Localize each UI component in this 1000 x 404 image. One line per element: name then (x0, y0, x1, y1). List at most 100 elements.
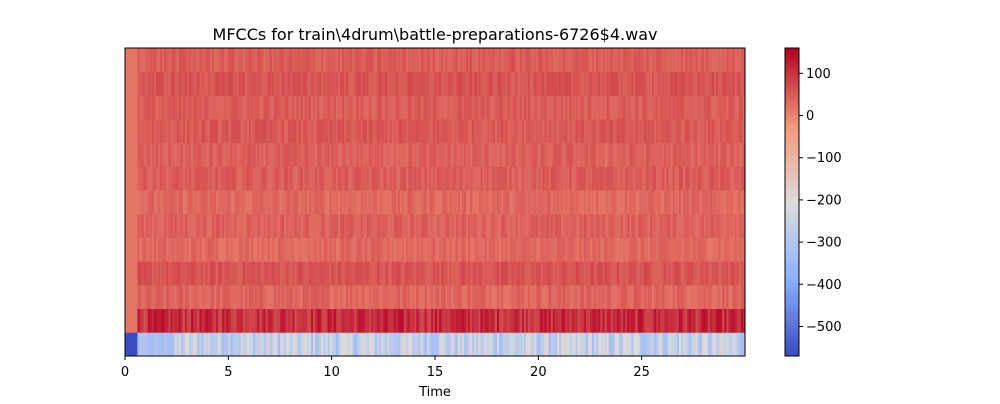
heatmap-cell (565, 166, 568, 191)
heatmap-cell (342, 95, 345, 120)
heatmap-cell (290, 190, 293, 215)
heatmap-cell (567, 166, 570, 191)
heatmap-cell (201, 48, 204, 73)
heatmap-cell (664, 261, 667, 286)
heatmap-cell (325, 95, 328, 120)
heatmap-cell (327, 48, 330, 73)
heatmap-cell (381, 261, 384, 286)
heatmap-cell (466, 48, 469, 73)
heatmap-cell (670, 166, 674, 191)
heatmap-cell (718, 213, 721, 238)
heatmap-cell (319, 166, 322, 191)
heatmap-cell (492, 48, 496, 73)
heatmap-cell (598, 166, 601, 191)
heatmap-cell (246, 237, 250, 262)
heatmap-cell (625, 308, 628, 333)
colorbar-segment (785, 253, 799, 257)
heatmap-cell (521, 261, 525, 286)
heatmap-cell (211, 332, 215, 357)
heatmap-cell (594, 95, 597, 120)
heatmap-cell (439, 119, 442, 144)
heatmap-cell (455, 48, 459, 73)
heatmap-cell (298, 213, 302, 238)
heatmap-cell (315, 332, 318, 357)
heatmap-cell (197, 284, 200, 310)
heatmap-cell (261, 332, 264, 357)
heatmap-cell (652, 332, 655, 357)
heatmap-cell (610, 213, 614, 238)
heatmap-cell (486, 119, 490, 144)
heatmap-cell (273, 261, 277, 286)
heatmap-cell (662, 166, 665, 191)
heatmap-cell (385, 237, 388, 262)
heatmap-cell (635, 308, 638, 333)
heatmap-cell (654, 308, 657, 333)
heatmap-cell (439, 190, 442, 215)
heatmap-cell (740, 71, 744, 96)
heatmap-cell (550, 332, 554, 357)
heatmap-cell (656, 119, 659, 144)
heatmap-cell (430, 142, 434, 167)
heatmap-cell (532, 213, 535, 238)
heatmap-cell (732, 48, 736, 73)
heatmap-cell (218, 332, 221, 357)
heatmap-cell (740, 332, 744, 357)
heatmap-cell (614, 190, 618, 215)
heatmap-cell (211, 190, 215, 215)
heatmap-cell (476, 308, 479, 333)
heatmap-cell (534, 166, 537, 191)
heatmap-cell (401, 237, 405, 262)
heatmap-cell (643, 261, 647, 286)
heatmap-cell (668, 71, 671, 96)
heatmap-cell (375, 48, 378, 73)
heatmap-cell (587, 308, 591, 333)
colorbar-segment (785, 94, 799, 98)
heatmap-cell (375, 166, 378, 191)
heatmap-cell (424, 237, 428, 262)
heatmap-cell (596, 95, 599, 120)
heatmap-cell (676, 308, 680, 333)
heatmap-cell (621, 213, 624, 238)
heatmap-cell (606, 142, 609, 167)
heatmap-cell (647, 190, 651, 215)
heatmap-cell (697, 119, 700, 144)
colorbar-segment (785, 86, 799, 90)
heatmap-cell (623, 166, 626, 191)
heatmap-cell (499, 332, 502, 357)
heatmap-cell (294, 213, 297, 238)
heatmap-cell (265, 119, 268, 144)
heatmap-cell (362, 308, 366, 333)
heatmap-cell (218, 166, 221, 191)
heatmap-cell (676, 71, 680, 96)
heatmap-cell (399, 166, 403, 191)
heatmap-cell (164, 237, 167, 262)
heatmap-cell (633, 237, 636, 262)
heatmap-cell (317, 48, 320, 73)
heatmap-cell (379, 95, 382, 120)
heatmap-cell (587, 284, 591, 310)
heatmap-cell (333, 190, 337, 215)
heatmap-cell (180, 166, 184, 191)
heatmap-cell (317, 284, 320, 310)
heatmap-cell (149, 71, 153, 96)
heatmap-cell (141, 166, 144, 191)
heatmap-cell (422, 261, 426, 286)
heatmap-cell (224, 166, 227, 191)
heatmap-cell (412, 213, 415, 238)
heatmap-cell (339, 95, 343, 120)
heatmap-cell (623, 71, 626, 96)
heatmap-cell (426, 119, 430, 144)
colorbar-segment (785, 196, 799, 200)
heatmap-cell (714, 237, 717, 262)
heatmap-cell (567, 48, 570, 73)
heatmap-cell (147, 48, 151, 73)
heatmap-cell (129, 261, 132, 286)
heatmap-cell (608, 119, 612, 144)
heatmap-cell (213, 48, 217, 73)
heatmap-cell (325, 166, 328, 191)
heatmap-cell (621, 261, 624, 286)
heatmap-cell (604, 284, 607, 310)
heatmap-cell (430, 213, 434, 238)
heatmap-cell (385, 95, 388, 120)
heatmap-cell (342, 71, 345, 96)
